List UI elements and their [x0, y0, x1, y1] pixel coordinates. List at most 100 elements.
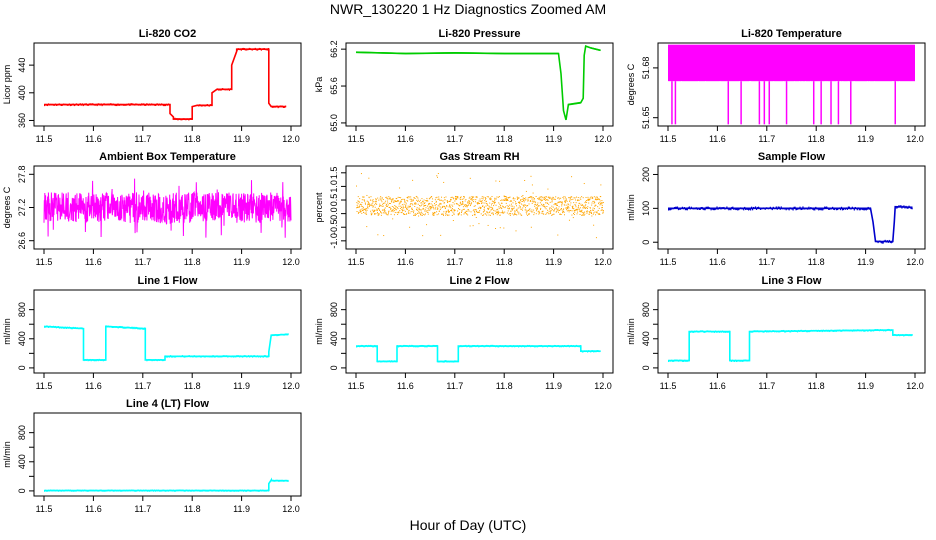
rh-point	[397, 213, 399, 215]
rh-point	[390, 208, 392, 210]
rh-point	[547, 196, 549, 198]
rh-point	[360, 173, 362, 175]
rh-point	[436, 196, 438, 198]
series-noise	[458, 345, 460, 348]
series-noise	[721, 207, 723, 209]
series-noise	[565, 345, 568, 348]
rh-point	[438, 196, 440, 198]
series-noise	[83, 359, 85, 362]
series-noise	[179, 489, 181, 492]
rh-point	[414, 203, 416, 205]
series-noise	[452, 52, 454, 54]
rh-point	[593, 200, 595, 202]
series-noise	[221, 88, 224, 90]
y-tick-label: 200	[641, 167, 651, 182]
series-noise	[203, 355, 205, 358]
rh-point	[446, 214, 448, 216]
series-noise	[202, 355, 204, 358]
series-noise	[68, 103, 70, 106]
rh-point	[524, 209, 526, 211]
x-tick-label: 11.6	[85, 381, 102, 391]
rh-point	[356, 211, 358, 213]
series-noise	[155, 359, 157, 361]
series-noise	[599, 350, 601, 353]
rh-point	[399, 202, 401, 204]
rh-point	[543, 196, 545, 198]
series-noise	[818, 208, 820, 211]
rh-point	[491, 200, 493, 202]
series-noise	[865, 208, 867, 211]
rh-point	[557, 234, 559, 236]
series-noise	[740, 207, 742, 209]
rh-point	[552, 206, 554, 208]
rh-point	[595, 197, 597, 199]
rh-point	[380, 205, 382, 207]
rh-point	[567, 204, 569, 206]
rh-point	[564, 196, 566, 198]
series-noise	[737, 360, 739, 362]
series-noise	[141, 103, 143, 105]
rh-point	[483, 196, 485, 198]
series-noise	[818, 330, 820, 332]
series-noise	[170, 355, 173, 358]
series-noise	[500, 52, 502, 55]
series-noise	[842, 329, 844, 332]
series-noise	[774, 330, 776, 333]
series-noise	[223, 355, 225, 357]
rh-point	[496, 211, 498, 213]
series-noise	[158, 104, 160, 106]
x-tick-label: 12.0	[906, 257, 924, 267]
series-noise	[261, 489, 264, 492]
series-noise	[702, 330, 704, 332]
rh-point	[357, 206, 359, 208]
series-noise	[386, 52, 388, 54]
rh-point	[589, 211, 591, 213]
rh-point	[574, 204, 576, 206]
series-noise	[508, 345, 510, 348]
series-noise	[228, 89, 230, 91]
series-noise	[888, 329, 891, 331]
series-noise	[755, 208, 758, 210]
series-noise	[553, 344, 556, 347]
rh-point	[586, 201, 588, 203]
series-noise	[149, 359, 151, 361]
series-noise	[65, 103, 68, 106]
rh-point	[440, 199, 442, 201]
series-line	[668, 329, 913, 362]
rh-point	[549, 201, 551, 203]
series-noise	[753, 330, 755, 332]
rh-point	[455, 198, 457, 200]
rh-point	[566, 207, 568, 209]
series-noise	[189, 355, 191, 358]
data-layer	[668, 205, 913, 244]
series-noise	[362, 51, 364, 54]
series-noise	[711, 330, 714, 333]
rh-point	[472, 225, 474, 227]
rh-point	[511, 207, 513, 209]
series-noise	[252, 489, 255, 492]
rh-point	[358, 211, 360, 213]
y-tick-label: 27.8	[17, 166, 27, 184]
rh-point	[533, 209, 535, 211]
series-noise	[672, 207, 675, 210]
rh-point	[569, 200, 571, 202]
x-tick-label: 11.8	[184, 134, 201, 144]
rh-point	[416, 209, 418, 211]
series-noise	[104, 359, 106, 361]
rh-point	[567, 206, 569, 208]
series-noise	[510, 345, 512, 347]
rh-point	[388, 198, 390, 200]
series-noise	[277, 479, 279, 482]
series-noise	[670, 208, 673, 210]
series-noise	[803, 207, 805, 210]
rh-point	[417, 197, 419, 199]
series-noise	[674, 206, 677, 209]
rh-point	[539, 202, 541, 204]
series-noise	[719, 330, 722, 333]
series-noise	[910, 207, 912, 210]
rh-point	[489, 214, 491, 216]
rh-point	[463, 196, 465, 198]
series-noise	[197, 489, 199, 492]
series-noise	[57, 103, 60, 106]
series-noise	[538, 345, 541, 347]
